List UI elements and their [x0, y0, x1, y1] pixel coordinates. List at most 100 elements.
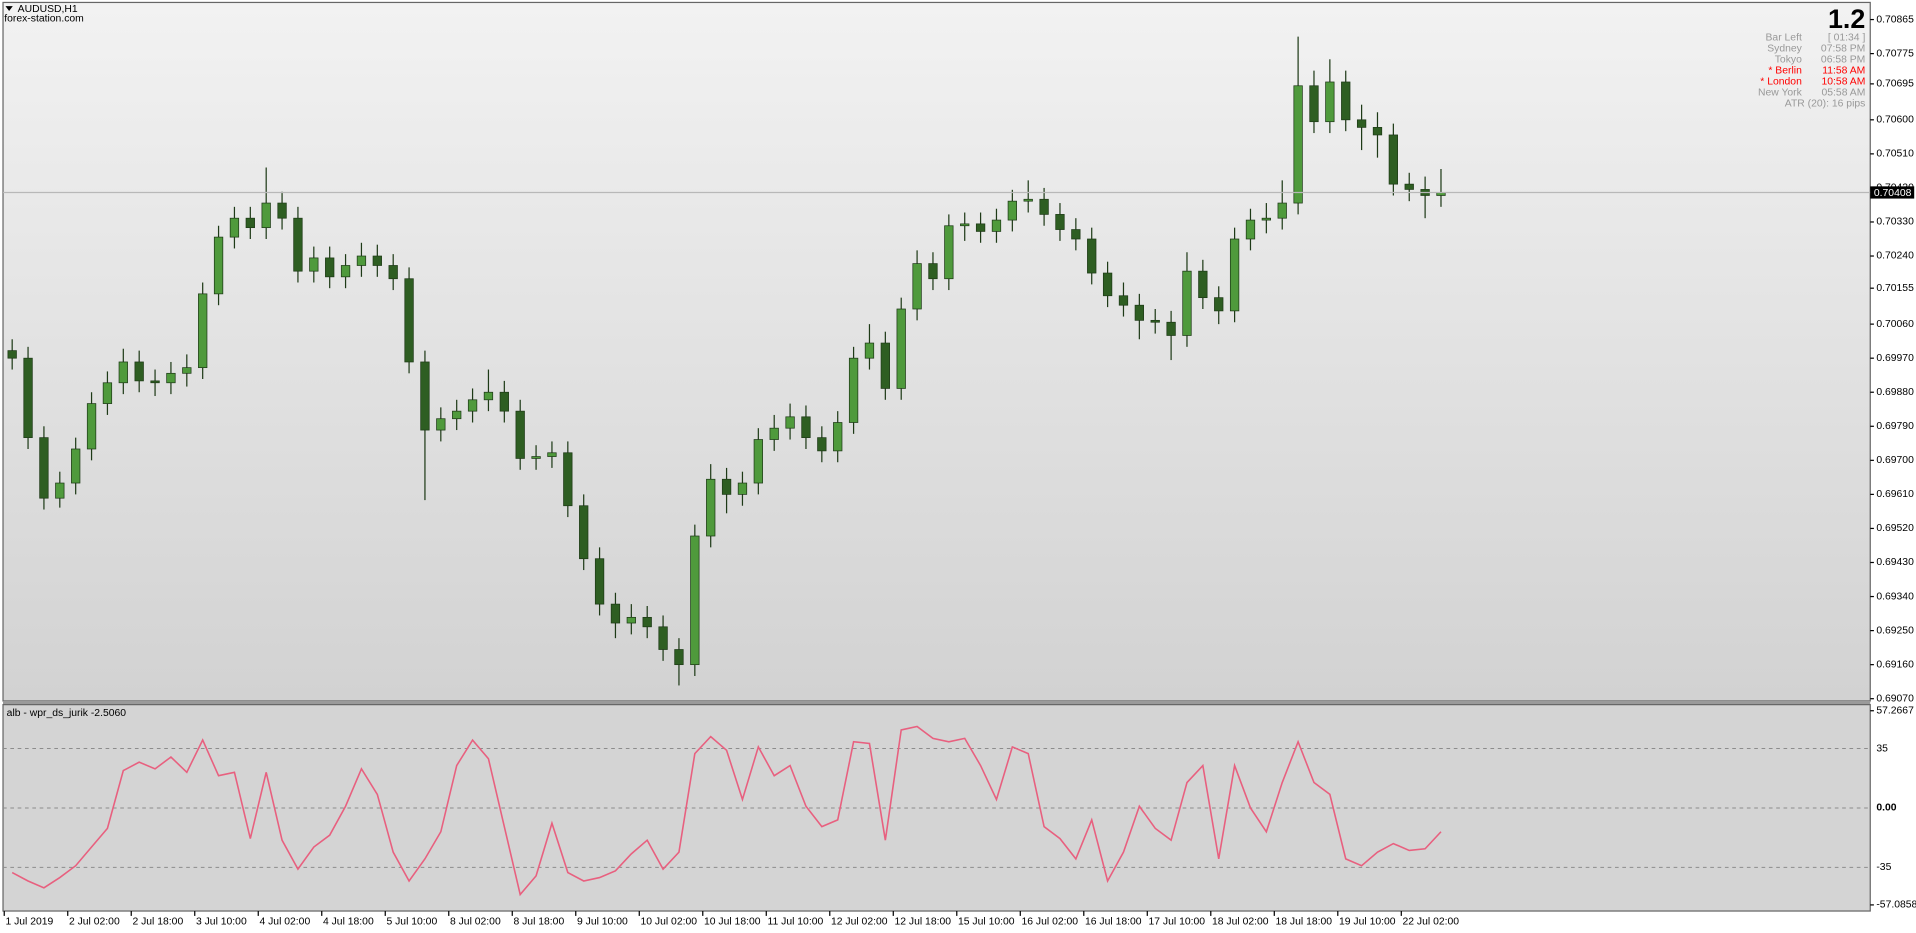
candle-body — [626, 616, 636, 624]
info-label: Sydney — [1767, 44, 1802, 55]
x-tick-label: 3 Jul 10:00 — [196, 917, 247, 928]
candle-body — [166, 372, 176, 384]
y-tick-label: 0.69970 — [1876, 353, 1914, 364]
candle-body — [944, 225, 954, 280]
x-tick-label: 12 Jul 02:00 — [831, 917, 888, 928]
indicator-line — [11, 725, 1442, 897]
info-label: New York — [1758, 88, 1803, 99]
y-tick-label: 35 — [1876, 743, 1888, 754]
candle-body — [1404, 183, 1414, 190]
info-label: Tokyo — [1775, 55, 1802, 66]
candle-body — [1150, 319, 1160, 323]
menu-triangle[interactable] — [5, 6, 13, 11]
candle-body — [23, 357, 33, 439]
candle-body — [102, 382, 113, 404]
price-pane — [2, 1, 1871, 702]
x-tick-label: 19 Jul 10:00 — [1339, 917, 1396, 928]
y-tick-label: 0.70330 — [1876, 217, 1914, 228]
x-tick-label: 10 Jul 18:00 — [704, 917, 761, 928]
candle-body — [372, 255, 382, 266]
candle-body — [1341, 81, 1351, 121]
x-tick-label: 12 Jul 18:00 — [894, 917, 951, 928]
candle-body — [1134, 304, 1144, 321]
y-tick-label: 0.69160 — [1876, 659, 1914, 670]
candle-body — [134, 361, 144, 382]
candle-body — [975, 223, 986, 232]
candle-body — [880, 342, 890, 389]
candle-body — [1372, 127, 1383, 136]
candle-body — [452, 410, 462, 420]
candle-body — [1261, 217, 1271, 221]
pane-separator — [3, 700, 1871, 705]
candle-body — [198, 293, 208, 369]
x-tick-label: 18 Jul 02:00 — [1212, 917, 1269, 928]
bid-tag — [1870, 186, 1915, 199]
x-tick-label: 15 Jul 10:00 — [958, 917, 1015, 928]
candle-body — [769, 427, 779, 440]
candle-body — [71, 448, 81, 484]
candle-body — [86, 403, 97, 450]
candle-body — [1166, 321, 1176, 336]
info-value: 07:58 PM — [1821, 44, 1865, 55]
candle-body — [1039, 198, 1049, 215]
candle-body — [1214, 297, 1224, 312]
candle-body — [213, 236, 224, 295]
candle-body — [1245, 219, 1256, 240]
y-tick-label: 0.70510 — [1876, 149, 1914, 160]
y-tick-label: -57.0858 — [1876, 900, 1916, 911]
info-value: 05:58 AM — [1822, 88, 1866, 99]
candle-body — [436, 418, 446, 431]
candle-body — [150, 380, 160, 384]
candle-body — [721, 478, 732, 495]
candle-body — [340, 265, 351, 278]
x-tick-label: 2 Jul 02:00 — [69, 917, 120, 928]
x-tick-label: 8 Jul 18:00 — [513, 917, 564, 928]
x-tick-label: 18 Jul 18:00 — [1276, 917, 1333, 928]
candle-body — [864, 342, 875, 359]
x-tick-label: 16 Jul 18:00 — [1085, 917, 1142, 928]
x-tick-label: 10 Jul 02:00 — [640, 917, 697, 928]
candle-body — [483, 391, 494, 401]
x-tick-label: 16 Jul 02:00 — [1022, 917, 1079, 928]
candle-body — [388, 265, 398, 280]
candle-body — [706, 478, 716, 537]
candle-body — [1277, 202, 1287, 219]
y-tick-label: 0.70600 — [1876, 115, 1914, 126]
y-tick-label: 0.70060 — [1876, 319, 1914, 330]
y-tick-label: 57.2667 — [1876, 705, 1914, 716]
info-atr: ATR (20): 16 pips — [1785, 99, 1866, 110]
candle-body — [991, 219, 1002, 232]
candle-body — [1325, 81, 1335, 123]
candle-body — [420, 361, 430, 431]
candle-body — [594, 558, 605, 605]
candle-body — [1102, 272, 1113, 297]
info-label: Bar Left — [1766, 33, 1802, 44]
candle-body — [1118, 295, 1129, 306]
candle-body — [1293, 85, 1303, 204]
candle-body — [531, 456, 541, 459]
x-tick-label: 22 Jul 02:00 — [1403, 917, 1460, 928]
candle-body — [690, 535, 700, 666]
info-value: 10:58 AM — [1822, 77, 1866, 88]
y-tick-label: 0.69430 — [1876, 557, 1914, 568]
candle-body — [1309, 85, 1319, 123]
symbol-title: AUDUSD,H1 — [18, 4, 78, 15]
candle-body — [467, 399, 478, 412]
y-tick-label: 0.70865 — [1876, 14, 1914, 25]
candle-body — [896, 308, 906, 389]
candle-body — [1198, 270, 1208, 299]
candle-body — [515, 410, 525, 459]
candle-body — [579, 505, 589, 560]
x-tick-label: 4 Jul 18:00 — [323, 917, 374, 928]
candle-body — [118, 361, 128, 384]
y-tick-label: 0.00 — [1876, 803, 1896, 814]
candle-body — [642, 616, 652, 628]
x-tick-label: 1 Jul 2019 — [5, 917, 53, 928]
candle-body — [293, 217, 303, 272]
candle-body — [182, 367, 192, 374]
candle-body — [277, 202, 287, 219]
y-tick-label: 0.69700 — [1876, 455, 1914, 466]
candle-body — [753, 439, 763, 484]
x-tick-label: 5 Jul 10:00 — [386, 917, 437, 928]
candle-body — [1055, 214, 1065, 230]
